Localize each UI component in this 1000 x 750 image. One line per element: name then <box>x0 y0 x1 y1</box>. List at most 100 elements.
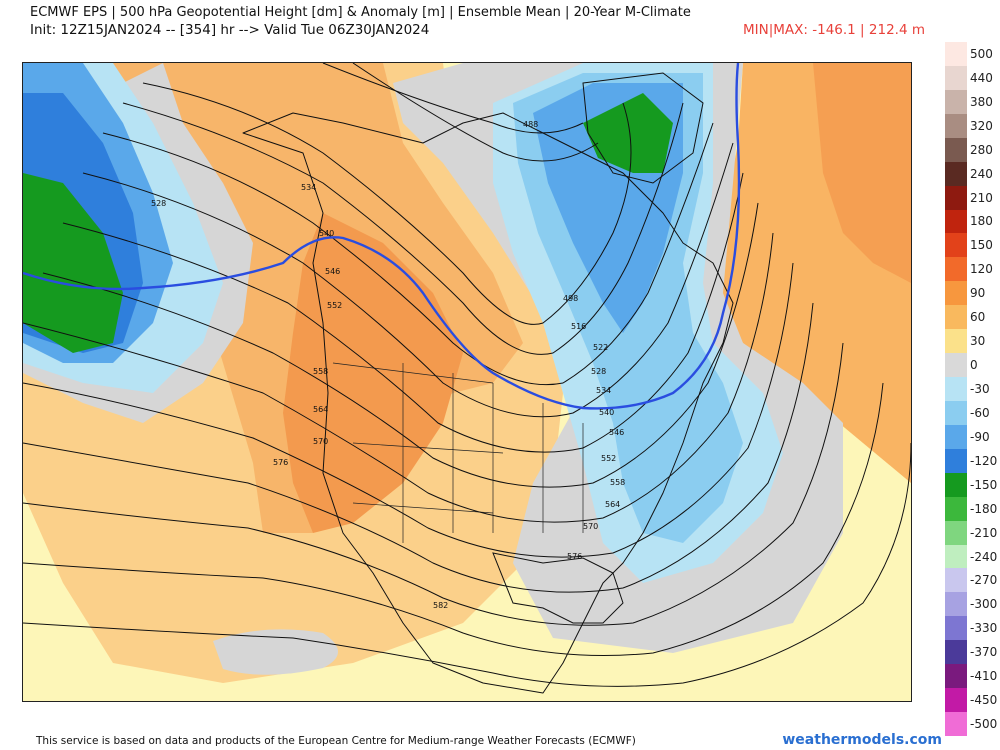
legend-swatch <box>945 137 967 163</box>
contour-label: 488 <box>523 120 538 129</box>
legend-swatch <box>945 568 967 593</box>
legend-label: -500 <box>970 717 998 732</box>
contour-label: 570 <box>583 522 598 531</box>
contour-540-highlight <box>23 63 741 410</box>
height-contours <box>23 63 911 687</box>
legend-label: -450 <box>970 693 998 708</box>
anomaly-area-positive-core <box>283 213 463 533</box>
legend-swatch <box>945 688 967 713</box>
coastline-greenland <box>582 72 704 184</box>
legend-swatch <box>945 65 967 91</box>
legend-label: 440 <box>970 70 993 85</box>
legend-label: -30 <box>970 382 990 396</box>
coastline-north-america <box>242 112 734 694</box>
legend-label: -150 <box>970 477 998 492</box>
legend-label: 380 <box>970 94 993 109</box>
contour-label: 528 <box>591 367 606 376</box>
map-title: ECMWF EPS | 500 hPa Geopotential Height … <box>30 5 691 20</box>
contour-label: 552 <box>601 454 616 463</box>
coastline-gulf <box>492 552 624 624</box>
contour-label: 540 <box>319 229 334 238</box>
legend-swatch <box>945 664 967 689</box>
legend-swatch <box>945 472 967 498</box>
contour-label: 570 <box>313 437 328 446</box>
legend-swatch <box>945 640 967 665</box>
legend-label: -120 <box>970 453 998 468</box>
contour-label: 576 <box>567 552 582 561</box>
map-canvas: 488 528 534 540 546 552 558 564 570 576 … <box>23 63 911 701</box>
legend-label: -90 <box>970 429 990 444</box>
brand-link[interactable]: weathermodels.com <box>782 732 942 748</box>
legend-swatch <box>945 424 967 450</box>
legend-label: -240 <box>970 549 998 564</box>
contour-label: 576 <box>273 458 288 467</box>
weather-map[interactable]: 488 528 534 540 546 552 558 564 570 576 … <box>22 62 912 702</box>
legend-swatch <box>945 377 967 402</box>
contour-label: 534 <box>596 386 611 395</box>
state-borders <box>332 362 584 543</box>
legend-swatch <box>945 448 967 474</box>
contour-label: 558 <box>313 367 328 376</box>
legend-swatch <box>945 353 967 378</box>
legend-label: 120 <box>970 262 993 277</box>
contour-label: 528 <box>151 199 166 208</box>
legend-label: -210 <box>970 525 998 540</box>
anomaly-area-positive-atlantic-core <box>813 63 911 283</box>
contour-label: 582 <box>433 601 448 610</box>
legend-label: -410 <box>970 669 998 684</box>
contour-label: 564 <box>313 405 328 414</box>
legend-label: 90 <box>970 286 986 301</box>
legend-label: -270 <box>970 573 998 588</box>
legend-label: -180 <box>970 501 998 516</box>
contour-label: 534 <box>301 183 316 192</box>
legend-label: 320 <box>970 118 993 133</box>
legend-swatch <box>945 305 967 330</box>
contour-label: 546 <box>609 428 624 437</box>
legend-label: 500 <box>970 46 993 61</box>
legend-swatch <box>945 400 967 426</box>
contour-label: 540 <box>599 408 614 417</box>
legend-label: -370 <box>970 645 998 660</box>
legend-label: -300 <box>970 597 998 612</box>
legend-swatch <box>945 233 967 258</box>
legend-label: 180 <box>970 214 993 229</box>
legend-label: 60 <box>970 310 986 325</box>
contour-label: 546 <box>325 267 340 276</box>
legend-swatch <box>945 185 967 210</box>
legend-swatch <box>945 616 967 641</box>
contour-label: 564 <box>605 500 620 509</box>
min-max-readout: MIN|MAX: -146.1 | 212.4 m <box>743 22 925 38</box>
legend-label: 0 <box>970 358 978 373</box>
legend-swatch <box>945 161 967 187</box>
contour-label-group: 488 528 534 540 546 552 558 564 570 576 … <box>151 120 625 610</box>
legend-swatch <box>945 712 967 737</box>
legend-swatch <box>945 496 967 522</box>
legend-swatch <box>945 329 967 354</box>
legend-label: 240 <box>970 166 993 181</box>
legend-label: 210 <box>970 190 993 205</box>
contour-label: 552 <box>327 301 342 310</box>
contour-label: 558 <box>610 478 625 487</box>
legend-swatch <box>945 520 967 546</box>
legend-swatch <box>945 89 967 115</box>
legend-label: -60 <box>970 405 990 420</box>
legend-label: -330 <box>970 621 998 636</box>
contour-label: 522 <box>593 343 608 352</box>
contour-label: 498 <box>563 294 578 303</box>
legend-label: 280 <box>970 142 993 157</box>
legend-swatch <box>945 113 967 139</box>
legend-swatch <box>945 544 967 569</box>
legend-swatch <box>945 592 967 617</box>
anomaly-area-negative-pacific-core <box>23 173 123 353</box>
anomaly-area-negative-core <box>583 93 673 173</box>
anomaly-legend <box>945 42 967 737</box>
attribution-text: This service is based on data and produc… <box>36 735 636 747</box>
anomaly-area-neutral-sw <box>213 629 338 675</box>
legend-swatch <box>945 42 967 67</box>
legend-swatch <box>945 281 967 306</box>
legend-swatch <box>945 209 967 234</box>
init-valid-time: Init: 12Z15JAN2024 -- [354] hr --> Valid… <box>30 22 430 38</box>
legend-label: 150 <box>970 238 993 253</box>
legend-label: 30 <box>970 334 986 349</box>
contour-label: 516 <box>571 322 586 331</box>
